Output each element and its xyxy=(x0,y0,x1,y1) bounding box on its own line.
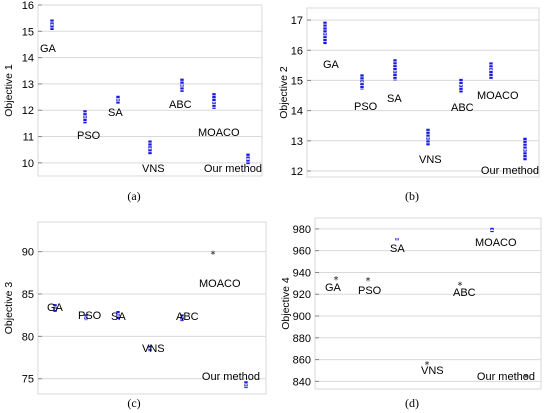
y-tick-label: 17 xyxy=(291,15,303,27)
y-tick-label: 13 xyxy=(22,79,34,91)
y-axis-label: Objective 1 xyxy=(3,64,15,117)
category-label: GA xyxy=(40,43,57,55)
y-axis-label: Objective 3 xyxy=(3,282,15,335)
y-tick-label: 940 xyxy=(293,267,311,279)
category-label: VNS xyxy=(419,154,442,166)
y-tick-label: 11 xyxy=(23,132,34,144)
y-tick-label: 14 xyxy=(291,106,303,118)
data-mark-ga: * xyxy=(334,275,339,286)
category-label: VNS xyxy=(421,365,444,377)
y-axis-label: Objective 4 xyxy=(280,277,292,330)
category-label: Our method xyxy=(202,371,260,383)
category-label: ABC xyxy=(453,287,476,299)
y-tick-label: 12 xyxy=(22,105,34,117)
category-label: MOACO xyxy=(198,127,240,139)
y-tick-label: 880 xyxy=(293,333,311,345)
category-label: PSO xyxy=(354,101,378,113)
y-axis-label: Objective 2 xyxy=(278,66,290,119)
category-label: SA xyxy=(387,93,402,105)
data-mark-vns: * xyxy=(425,360,430,371)
category-label: SA xyxy=(111,311,126,323)
y-tick-label: 15 xyxy=(291,75,303,87)
category-label: PSO xyxy=(77,130,101,142)
category-label: MOACO xyxy=(199,278,241,290)
y-tick-label: 920 xyxy=(293,289,311,301)
y-tick-label: 13 xyxy=(291,136,303,148)
y-tick-label: 840 xyxy=(293,376,311,388)
y-tick-label: 75 xyxy=(22,374,34,386)
y-tick-label: 14 xyxy=(22,53,34,65)
data-mark-our-method: * xyxy=(524,373,529,384)
category-label: GA xyxy=(323,59,340,71)
y-tick-label: 90 xyxy=(22,247,34,259)
plot-frame xyxy=(37,221,267,395)
chart-panel-c: 75 80 85 90 Objective 3 GA PSO SA VNS ABC * MOACO Ou… xyxy=(3,221,267,395)
category-label: ABC xyxy=(169,99,192,111)
category-label: SA xyxy=(390,243,405,255)
category-label: ABC xyxy=(451,102,474,114)
category-label: VNS xyxy=(142,163,165,175)
category-label: ABC xyxy=(176,311,199,323)
plot-frame xyxy=(306,7,540,178)
plot-frame xyxy=(314,217,542,390)
y-tick-label: 10 xyxy=(22,158,34,170)
y-tick-label: 80 xyxy=(22,331,34,343)
y-tick-label: 15 xyxy=(22,26,34,38)
category-label: MOACO xyxy=(477,90,519,102)
chart-panel-a: 10 11 12 13 14 15 16 Objective 1 GA PSO SA VNS ABC MO… xyxy=(3,0,263,177)
category-label: MOACO xyxy=(475,237,517,249)
caption-b: (b) xyxy=(405,189,419,203)
chart-panel-b: 12 13 14 15 16 17 Objective 2 GA PSO SA VNS ABCMOAC… xyxy=(278,7,540,178)
category-label: GA xyxy=(325,282,342,294)
y-tick-label: 85 xyxy=(22,289,34,301)
y-tick-label: 16 xyxy=(291,45,303,57)
y-tick-label: 12 xyxy=(291,166,303,178)
category-label: Our method xyxy=(204,163,262,175)
data-mark-abc: * xyxy=(458,280,463,291)
caption-a: (a) xyxy=(127,189,141,203)
category-label: SA xyxy=(108,107,123,119)
y-tick-label: 900 xyxy=(293,311,311,323)
data-mark-pso: * xyxy=(366,276,371,287)
y-tick-label: 960 xyxy=(293,246,311,258)
caption-c: (c) xyxy=(127,396,141,410)
category-label: Our method xyxy=(481,165,539,177)
data-mark-moaco: * xyxy=(211,249,216,260)
category-label: Our method xyxy=(477,371,535,383)
y-tick-label: 860 xyxy=(293,355,311,367)
category-label: VNS xyxy=(142,343,165,355)
category-label: PSO xyxy=(358,285,382,297)
category-label: PSO xyxy=(78,310,102,322)
category-label: GA xyxy=(47,302,64,314)
y-tick-label: 980 xyxy=(293,224,311,236)
caption-d: (d) xyxy=(405,396,419,410)
y-tick-label: 16 xyxy=(22,0,34,12)
